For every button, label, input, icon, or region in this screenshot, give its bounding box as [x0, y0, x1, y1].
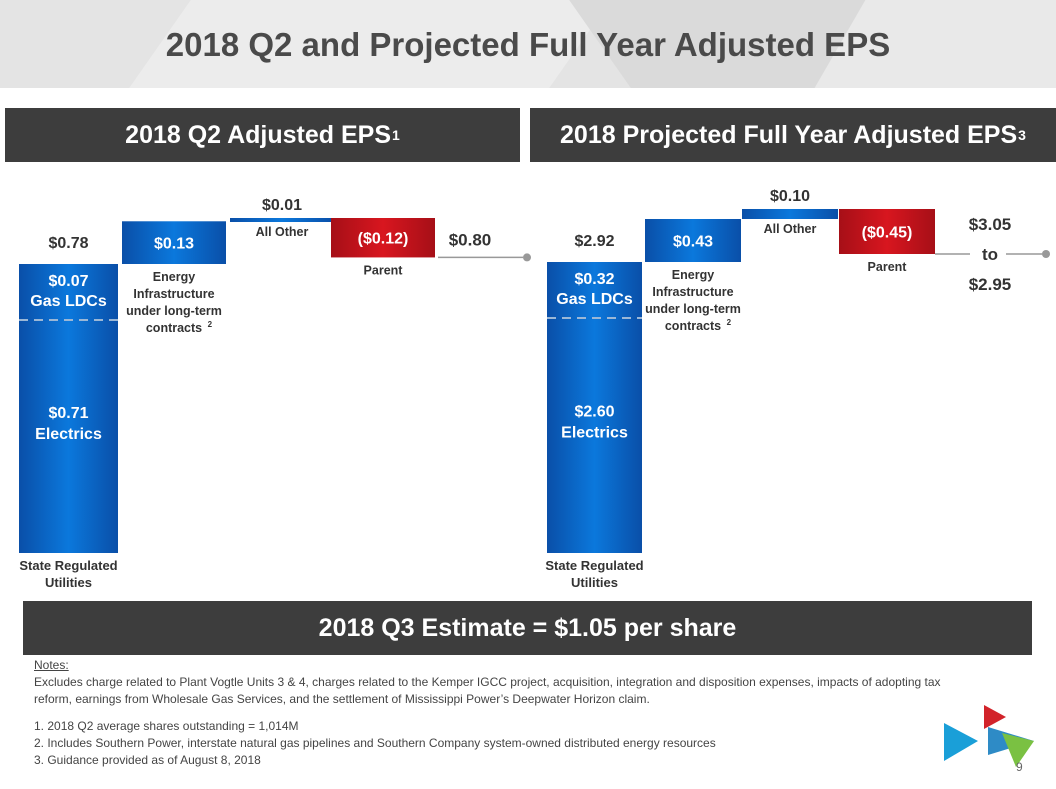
- southern-company-logo: [944, 705, 1034, 767]
- stack-category-label: State Regulated: [19, 558, 117, 573]
- panel-title-q2: 2018 Q2 Adjusted EPS: [125, 120, 392, 149]
- step-category-label: under long-term: [645, 302, 741, 316]
- notes-heading: Notes:: [34, 658, 69, 672]
- result-connector-dot: [1042, 250, 1050, 258]
- footnote-1: 1. 2018 Q2 average shares outstanding = …: [34, 719, 299, 733]
- title-band: [0, 0, 1056, 88]
- stack-bar: [547, 262, 642, 553]
- footnote-2: 2. Includes Southern Power, interstate n…: [34, 736, 716, 750]
- result-label: $2.95: [969, 275, 1012, 294]
- stack-category-label: State Regulated: [545, 558, 643, 573]
- panel-title-full-year: 2018 Projected Full Year Adjusted EPS: [560, 120, 1018, 149]
- step-category-label: contracts: [146, 321, 202, 335]
- stack-total-label: $0.78: [48, 235, 88, 252]
- step-category-label: Energy: [153, 270, 195, 284]
- step-category-label: under long-term: [126, 304, 222, 318]
- footnote-ref: 3: [1018, 127, 1026, 143]
- step-value-label: ($0.12): [358, 231, 409, 248]
- step-category-label: All Other: [764, 222, 817, 236]
- step-category-label: Energy: [672, 268, 714, 282]
- notes-intro: Excludes charge related to Plant Vogtle …: [34, 675, 941, 706]
- result-label: to: [982, 245, 998, 264]
- step-category-label: contracts: [665, 319, 721, 333]
- step-category-label: All Other: [256, 225, 309, 239]
- segment-label-electrics: Electrics: [561, 425, 628, 442]
- notes: Notes: Excludes charge related to Plant …: [34, 657, 954, 769]
- result-label: $0.80: [449, 230, 492, 249]
- step-category-label: Infrastructure: [652, 285, 733, 299]
- step-value-label: $0.01: [262, 197, 302, 214]
- stack-bar: [19, 264, 118, 553]
- step-category-label: Parent: [364, 263, 404, 277]
- page-number: 9: [1016, 760, 1023, 774]
- step-bar-2: [331, 218, 435, 258]
- stack-category-label: Utilities: [571, 575, 618, 590]
- result-label: $3.05: [969, 215, 1012, 234]
- footnote-ref: 2: [727, 318, 732, 327]
- segment-label-gas: Gas LDCs: [30, 293, 107, 310]
- step-category-label: Infrastructure: [133, 287, 214, 301]
- step-value-label: $0.43: [673, 234, 713, 251]
- segment-label-gas: Gas LDCs: [556, 291, 633, 308]
- segment-label-gas: $0.07: [48, 273, 88, 290]
- footnote-ref: 2: [208, 320, 213, 329]
- step-bar-0: [122, 221, 226, 264]
- panel-header-full-year: 2018 Projected Full Year Adjusted EPS 3: [530, 108, 1056, 162]
- step-bar-1: [230, 218, 334, 222]
- step-category-label: Parent: [868, 260, 908, 274]
- footnote-3: 3. Guidance provided as of August 8, 201…: [34, 753, 261, 767]
- page-title: 2018 Q2 and Projected Full Year Adjusted…: [165, 26, 891, 63]
- footnote-ref: 1: [392, 127, 400, 143]
- step-value-label: ($0.45): [862, 225, 913, 242]
- step-bar-0: [645, 219, 741, 262]
- segment-label-electrics: $0.71: [48, 405, 88, 422]
- segment-label-gas: $0.32: [574, 271, 614, 288]
- step-bar-2: [839, 209, 935, 254]
- result-connector-dot: [523, 253, 531, 262]
- segment-label-electrics: $2.60: [574, 404, 614, 421]
- step-value-label: $0.13: [154, 236, 194, 253]
- step-value-label: $0.10: [770, 188, 810, 205]
- stack-category-label: Utilities: [45, 575, 92, 590]
- panel-header-q2: 2018 Q2 Adjusted EPS 1: [5, 108, 520, 162]
- step-bar-1: [742, 209, 838, 219]
- stack-total-label: $2.92: [574, 233, 614, 250]
- q3-estimate-banner: 2018 Q3 Estimate = $1.05 per share: [23, 601, 1032, 655]
- segment-label-electrics: Electrics: [35, 426, 102, 443]
